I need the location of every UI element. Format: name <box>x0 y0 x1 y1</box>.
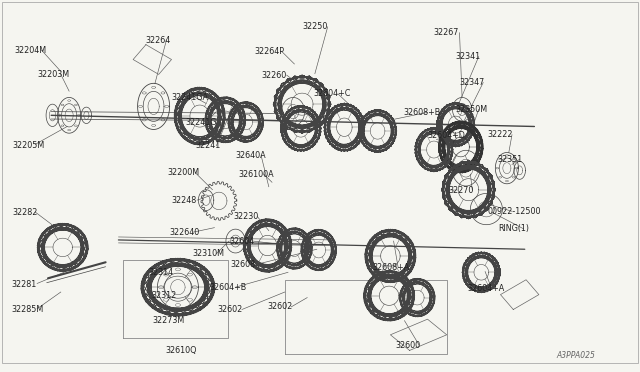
Text: 32200M: 32200M <box>168 168 200 177</box>
Text: 32270: 32270 <box>448 186 474 195</box>
Text: 32273M: 32273M <box>152 316 184 325</box>
Text: 32608: 32608 <box>230 260 255 269</box>
Text: 32264P: 32264P <box>255 47 285 56</box>
Text: 32640A: 32640A <box>236 151 266 160</box>
Text: 32241: 32241 <box>196 141 221 150</box>
Text: 32604+D: 32604+D <box>428 131 465 140</box>
Text: 32241G: 32241G <box>186 118 217 126</box>
Text: RING(1): RING(1) <box>498 224 529 233</box>
Text: 32610Q: 32610Q <box>165 346 196 355</box>
Text: 32602: 32602 <box>268 302 292 311</box>
Text: 32241GA: 32241GA <box>172 93 209 102</box>
Text: 32604+C: 32604+C <box>314 89 351 98</box>
Text: 32604+B: 32604+B <box>210 283 247 292</box>
Text: 32350M: 32350M <box>456 105 488 114</box>
Text: 32604: 32604 <box>229 237 254 246</box>
Text: 32260: 32260 <box>261 71 286 80</box>
Text: 32230: 32230 <box>233 212 258 221</box>
Text: 32310M: 32310M <box>192 249 224 258</box>
Text: 32285M: 32285M <box>12 305 44 314</box>
Text: A3PPA025: A3PPA025 <box>557 351 596 360</box>
Text: 32341: 32341 <box>456 52 481 61</box>
Text: 32608+B: 32608+B <box>403 108 440 117</box>
Text: 32205M: 32205M <box>13 141 45 150</box>
Text: 326100A: 326100A <box>238 170 274 179</box>
Text: 00922-12500: 00922-12500 <box>488 207 541 216</box>
Text: 32267: 32267 <box>434 28 460 37</box>
Text: 32312: 32312 <box>151 291 176 300</box>
Text: 32602: 32602 <box>218 305 243 314</box>
Text: 32282: 32282 <box>13 208 38 217</box>
Text: 32281: 32281 <box>12 280 36 289</box>
Text: 32203M: 32203M <box>37 70 69 79</box>
Text: 32250: 32250 <box>302 22 328 31</box>
Text: 32347: 32347 <box>460 78 484 87</box>
Text: 32248: 32248 <box>172 196 196 205</box>
Text: 32222: 32222 <box>488 130 513 139</box>
Text: 32264: 32264 <box>146 36 171 45</box>
Text: 32608+A: 32608+A <box>372 263 410 272</box>
Text: 32600: 32600 <box>396 341 420 350</box>
Text: 32604+A: 32604+A <box>467 284 504 293</box>
Text: 322640: 322640 <box>170 228 200 237</box>
Text: 32351: 32351 <box>498 155 523 164</box>
Text: 32204M: 32204M <box>14 46 46 55</box>
Text: 32314: 32314 <box>148 268 173 277</box>
